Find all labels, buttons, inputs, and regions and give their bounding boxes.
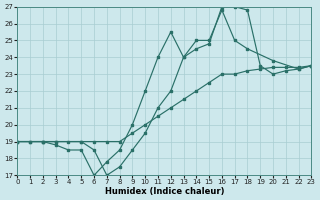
X-axis label: Humidex (Indice chaleur): Humidex (Indice chaleur) [105,187,224,196]
